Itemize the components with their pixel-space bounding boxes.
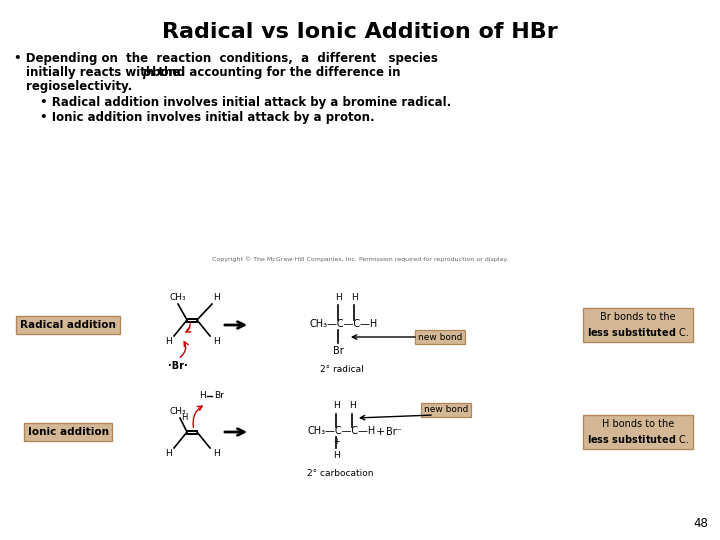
Text: 2° carbocation: 2° carbocation (307, 469, 373, 478)
Text: H bonds to the
$\bf{less\ substituted}$ C.: H bonds to the $\bf{less\ substituted}$ … (587, 419, 689, 445)
Text: +: + (333, 437, 339, 447)
Text: H: H (165, 449, 171, 458)
Text: H: H (199, 392, 206, 401)
Text: H: H (212, 449, 220, 458)
Text: bond accounting for the difference in: bond accounting for the difference in (148, 66, 400, 79)
Text: • Radical addition involves initial attack by a bromine radical.: • Radical addition involves initial atta… (40, 96, 451, 109)
Text: H: H (212, 338, 220, 347)
Text: • Depending on  the  reaction  conditions,  a  different   species: • Depending on the reaction conditions, … (14, 52, 438, 65)
Text: +: + (375, 427, 384, 437)
Text: CH₃: CH₃ (170, 408, 186, 416)
Text: H: H (333, 451, 339, 461)
Text: H: H (333, 402, 339, 410)
Text: Br⁻: Br⁻ (386, 427, 402, 437)
Text: • Ionic addition involves initial attack by a proton.: • Ionic addition involves initial attack… (40, 111, 374, 124)
Text: new bond: new bond (424, 406, 468, 415)
FancyArrowPatch shape (186, 324, 191, 332)
FancyArrowPatch shape (180, 342, 188, 357)
Text: initially reacts with the: initially reacts with the (26, 66, 184, 79)
Text: ·Br·: ·Br· (168, 361, 188, 371)
Text: CH₃—C—C—H: CH₃—C—C—H (310, 319, 378, 329)
Text: H: H (348, 402, 356, 410)
Text: CH₃: CH₃ (170, 294, 186, 302)
Text: H: H (335, 293, 341, 301)
Text: H: H (212, 294, 220, 302)
Text: Radical addition: Radical addition (20, 320, 116, 330)
Text: H: H (181, 413, 187, 422)
Text: p: p (142, 66, 150, 79)
Text: CH₃—C—C—H: CH₃—C—C—H (308, 426, 377, 436)
FancyArrowPatch shape (193, 406, 202, 427)
Text: Copyright © The McGraw-Hill Companies, Inc. Permission required for reproduction: Copyright © The McGraw-Hill Companies, I… (212, 256, 508, 262)
Text: 48: 48 (693, 517, 708, 530)
Text: H: H (165, 338, 171, 347)
Text: regioselectivity.: regioselectivity. (26, 80, 132, 93)
Text: Ionic addition: Ionic addition (27, 427, 109, 437)
Text: Br bonds to the
$\bf{less\ substituted}$ C.: Br bonds to the $\bf{less\ substituted}$… (587, 312, 689, 338)
Text: new bond: new bond (418, 333, 462, 341)
Text: Radical vs Ionic Addition of HBr: Radical vs Ionic Addition of HBr (162, 22, 558, 42)
Text: H: H (351, 293, 357, 301)
Text: 2° radical: 2° radical (320, 364, 364, 374)
Text: Br: Br (333, 346, 343, 356)
Text: Br: Br (214, 392, 224, 401)
